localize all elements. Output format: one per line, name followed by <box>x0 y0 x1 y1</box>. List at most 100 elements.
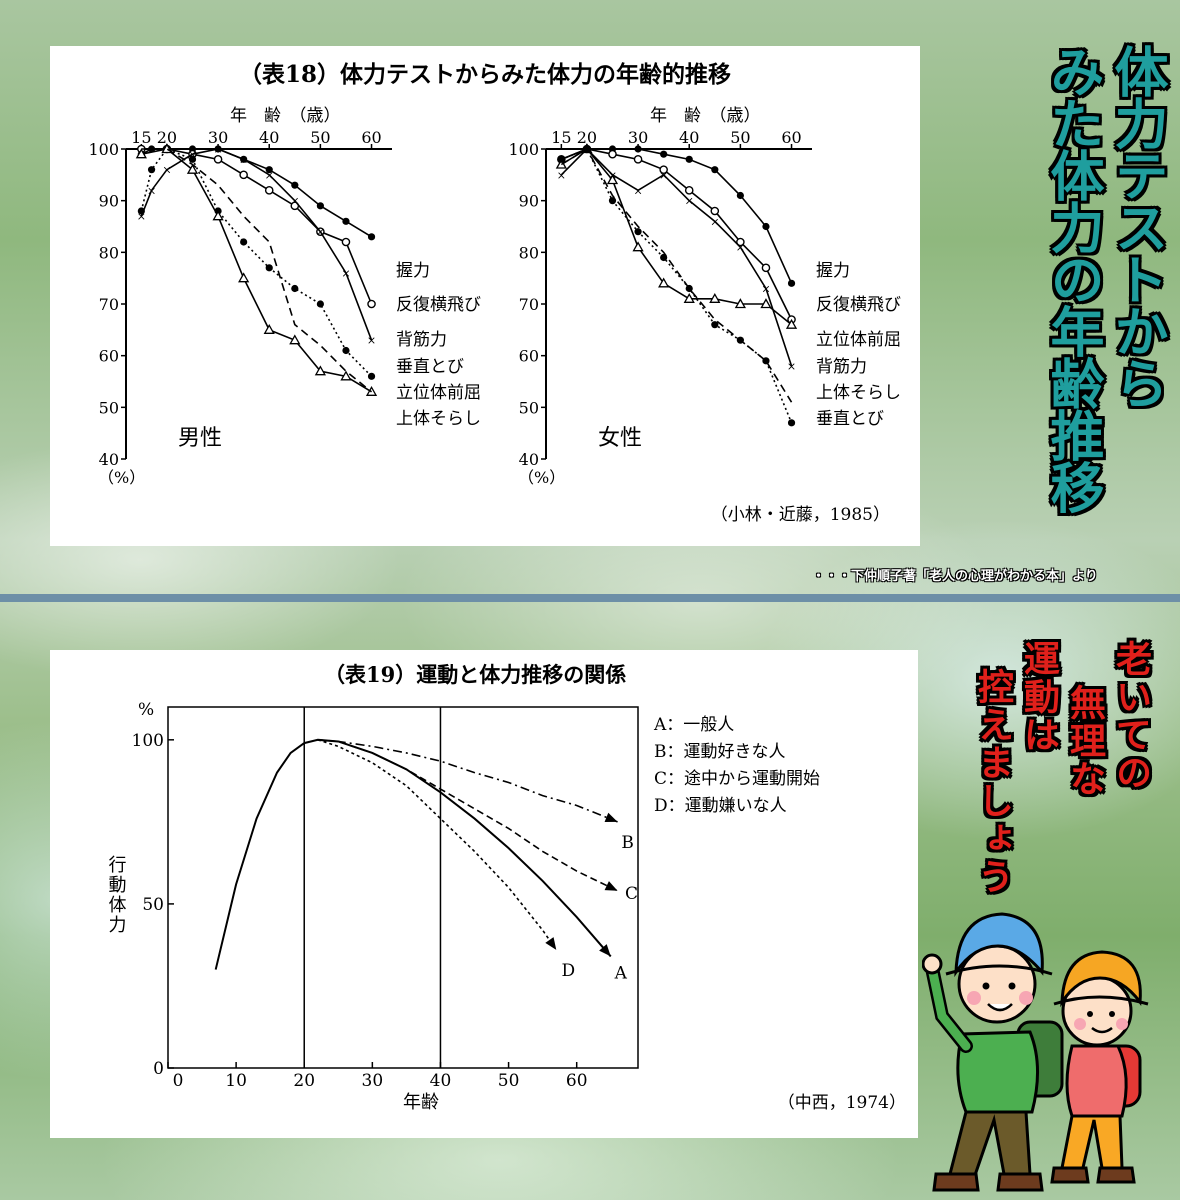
data-point <box>557 155 565 163</box>
data-point: × <box>137 210 146 223</box>
data-point <box>367 233 376 241</box>
data-point <box>761 263 771 273</box>
series-line <box>317 739 618 892</box>
series-label: 背筋力 <box>816 357 867 377</box>
y-tick-label: 70 <box>519 295 539 314</box>
slogan-col-2: 無理な <box>1064 684 1105 798</box>
hiker-woman <box>1050 950 1149 1184</box>
series-line <box>141 148 373 305</box>
side-title: 体力テストから みた体力の年齢推移 <box>1040 44 1168 512</box>
data-point <box>711 166 719 174</box>
data-point: × <box>557 169 566 182</box>
series-label: C <box>625 884 638 904</box>
series-arrowhead <box>599 944 611 957</box>
slogan-col-1: 老いての <box>1110 640 1151 792</box>
chart-panel-fitness: （表18）体力テストからみた体力の年齢的推移 40 50 60 70 80 90 100 15 2… <box>50 46 920 546</box>
series-line <box>317 739 557 951</box>
data-point: × <box>316 226 325 239</box>
data-point <box>660 253 668 262</box>
chart-source: （中西，1974） <box>778 1093 906 1113</box>
x-tick-label: 20 <box>577 128 597 147</box>
series-line <box>214 738 612 970</box>
series-line <box>140 148 372 238</box>
x-tick-label: 10 <box>225 1071 247 1091</box>
x-tick-label: 50 <box>730 128 750 147</box>
x-tick-label: 40 <box>259 128 279 147</box>
series-line <box>560 147 793 403</box>
series-label: A <box>614 963 628 983</box>
series-line <box>561 148 793 284</box>
series-label: 上体そらし <box>396 409 481 429</box>
data-point <box>367 372 376 380</box>
data-point <box>634 145 642 153</box>
data-point <box>659 165 668 174</box>
data-point <box>710 206 720 216</box>
data-point <box>342 346 350 355</box>
y-tick-label: 50 <box>99 398 119 417</box>
data-point: × <box>162 164 171 177</box>
data-point <box>186 163 199 174</box>
data-point: × <box>290 195 299 208</box>
data-point: × <box>710 215 719 228</box>
x-tick-label: 40 <box>679 128 699 147</box>
series-label: 垂直とび <box>816 409 884 429</box>
plot-frame <box>167 706 639 1069</box>
x-tick-label: 50 <box>310 128 330 147</box>
legend-entry: D：運動嫌いな人 <box>654 796 787 816</box>
x-tick-label: 30 <box>362 1071 384 1091</box>
y-axis-label: 行動体力 <box>106 855 127 935</box>
series-label: 上体そらし <box>816 383 901 403</box>
data-point: × <box>633 184 642 197</box>
data-point: × <box>147 184 156 197</box>
series-arrowhead <box>604 881 618 891</box>
series-label: 垂直とび <box>396 357 464 377</box>
data-point: × <box>659 169 668 182</box>
data-point <box>265 166 273 174</box>
y-tick-label: 90 <box>519 192 539 211</box>
y-tick-label: 60 <box>519 347 539 366</box>
x-tick-label: 60 <box>361 128 381 147</box>
series-label: B <box>621 833 634 853</box>
chart-panel-female: 40 50 60 70 80 90 100 15 20 30 40 50 60 年 齢 （歳） （%） 女性 握… <box>508 106 901 487</box>
data-point <box>785 318 798 329</box>
data-point <box>658 277 670 288</box>
legend-entry: A：一般人 <box>653 715 734 735</box>
y-tick-label: 100 <box>508 140 539 159</box>
data-point <box>342 217 350 225</box>
series-line <box>140 148 373 341</box>
y-axis-unit: （%） <box>98 468 145 487</box>
data-point <box>213 155 223 164</box>
data-point: × <box>761 283 770 296</box>
x-tick-label: 15 <box>551 128 571 147</box>
data-point <box>762 357 770 365</box>
data-point <box>684 186 694 195</box>
data-point <box>367 299 376 309</box>
data-point: × <box>213 143 222 156</box>
data-point: × <box>341 267 350 280</box>
legend-entry: B：運動好きな人 <box>654 742 786 762</box>
slogan-col-3: 運動は <box>1018 640 1059 754</box>
data-point <box>734 298 746 309</box>
data-point <box>736 237 745 247</box>
series-label: 立位体前屈 <box>816 330 901 350</box>
x-tick-label: 50 <box>498 1071 520 1091</box>
data-point <box>316 300 324 308</box>
data-point: × <box>787 360 796 373</box>
data-point <box>316 202 324 210</box>
y-tick-label: 0 <box>153 1059 164 1079</box>
data-point <box>683 293 695 303</box>
data-point <box>188 155 197 163</box>
y-tick-label: 50 <box>142 895 164 915</box>
x-tick-label: 20 <box>293 1071 315 1091</box>
y-tick-label: 70 <box>99 295 119 314</box>
x-tick-label: 20 <box>157 128 177 147</box>
series-label: 反復横飛び <box>396 295 481 315</box>
data-point: × <box>367 334 376 347</box>
chart-title: （表19）運動と体力推移の関係 <box>324 662 626 687</box>
y-tick-label: 100 <box>132 731 164 751</box>
data-point: × <box>188 148 197 161</box>
data-point <box>238 272 250 283</box>
series-line <box>317 739 618 823</box>
data-point <box>265 264 273 272</box>
series-line <box>560 147 793 367</box>
